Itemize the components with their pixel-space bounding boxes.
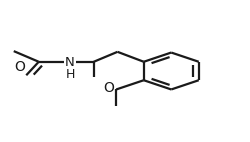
Text: O: O: [14, 60, 26, 74]
Text: N: N: [65, 56, 75, 69]
Text: O: O: [103, 81, 114, 95]
Text: H: H: [65, 68, 75, 81]
